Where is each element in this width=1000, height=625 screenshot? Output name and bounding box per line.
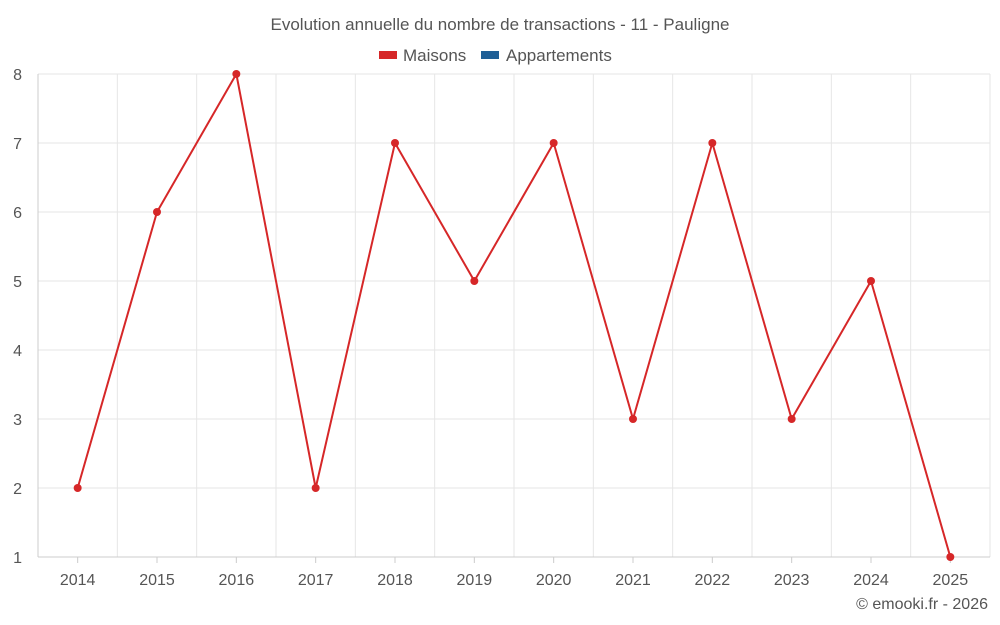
x-tick-label: 2021 — [615, 572, 651, 589]
series-group — [73, 70, 955, 561]
x-tick-label: 2017 — [298, 572, 334, 589]
y-axis-ticks: 1 2 3 4 5 6 7 8 — [13, 67, 22, 567]
x-tick-label: 2016 — [219, 572, 255, 589]
x-tick-label: 2019 — [457, 572, 493, 589]
y-tick-label: 4 — [13, 343, 22, 360]
data-point-2019[interactable] — [470, 277, 479, 285]
x-tick-label: 2025 — [933, 572, 969, 589]
legend: Maisons Appartements — [379, 46, 612, 65]
y-tick-label: 3 — [13, 412, 22, 429]
x-tick-label: 2024 — [853, 572, 889, 589]
y-tick-label: 8 — [13, 67, 22, 84]
y-tick-label: 6 — [13, 205, 22, 222]
legend-label-maisons[interactable]: Maisons — [403, 46, 466, 65]
x-tick-label: 2023 — [774, 572, 810, 589]
x-tick-label: 2018 — [377, 572, 413, 589]
grid — [37, 73, 991, 558]
data-point-2024[interactable] — [867, 277, 875, 285]
y-tick-label: 7 — [13, 136, 22, 153]
data-point-2014[interactable] — [73, 484, 82, 492]
legend-swatch-maisons — [379, 51, 397, 59]
chart-title: Evolution annuelle du nombre de transact… — [271, 15, 730, 34]
x-axis-ticks: 2014 2015 2016 2017 2018 2019 2020 2021 2022 2023… — [60, 557, 968, 589]
x-tick-label: 2020 — [536, 572, 572, 589]
x-tick-label: 2022 — [695, 572, 731, 589]
data-point-2021[interactable] — [629, 415, 637, 423]
legend-swatch-appartements — [481, 51, 499, 59]
data-point-2025[interactable] — [946, 553, 955, 561]
data-point-2016[interactable] — [232, 70, 241, 78]
y-tick-label: 2 — [13, 481, 22, 498]
legend-label-appartements[interactable]: Appartements — [506, 46, 612, 65]
data-point-2018[interactable] — [391, 139, 399, 147]
data-point-2015[interactable] — [153, 208, 161, 216]
data-point-2022[interactable] — [708, 139, 717, 147]
x-tick-label: 2014 — [60, 572, 96, 589]
x-tick-label: 2015 — [139, 572, 175, 589]
axes — [37, 74, 990, 558]
series-line-maisons — [76, 73, 952, 558]
data-point-2017[interactable] — [311, 484, 320, 492]
y-tick-label: 5 — [13, 274, 22, 291]
data-point-2020[interactable] — [549, 139, 558, 147]
y-tick-label: 1 — [13, 550, 22, 567]
credit-text: © emooki.fr - 2026 — [856, 596, 988, 613]
data-point-2023[interactable] — [787, 415, 796, 423]
